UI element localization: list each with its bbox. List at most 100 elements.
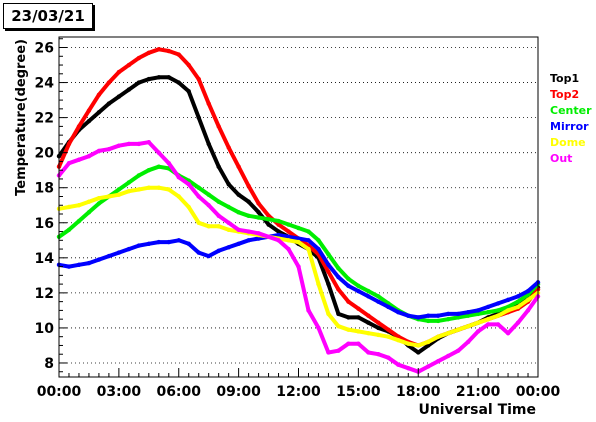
data-point [286,229,291,234]
data-point [336,274,341,280]
data-point [485,322,491,327]
data-point [445,311,451,317]
data-point [485,304,491,310]
data-point [76,203,82,208]
data-point [66,160,72,166]
data-point [76,157,82,162]
data-point [146,50,152,55]
data-point [156,239,161,245]
data-point [426,364,431,369]
data-point [136,80,142,85]
data-point [346,327,351,332]
data-point [166,160,171,166]
data-point [316,246,321,252]
data-point [96,110,102,115]
data-point [336,287,341,292]
data-point [186,62,191,68]
y-tick-label: 18 [35,181,54,197]
data-point [436,359,441,364]
legend-entry-mirror: Mirror [550,120,589,133]
data-point [276,229,281,234]
chart-title: 23/03/21 [3,3,93,29]
x-tick-label: 03:00 [97,384,142,400]
data-point [66,264,72,269]
data-point [475,311,481,317]
data-point [475,329,481,334]
data-point [66,141,72,147]
data-point [86,153,92,159]
data-point [515,320,521,325]
data-point [226,182,231,187]
data-point [206,192,211,197]
data-point [396,362,401,367]
data-point [196,185,201,190]
data-point [316,325,321,331]
data-point [156,47,161,52]
data-point [176,194,181,199]
data-point [206,253,211,259]
data-point [296,239,301,245]
data-point [416,350,421,355]
data-point [376,320,381,325]
data-point [366,350,371,355]
data-point [306,229,311,234]
data-point [485,316,491,322]
data-point [356,341,361,346]
data-point [206,224,211,229]
data-point [116,143,122,148]
data-point [436,318,441,324]
data-point [86,199,92,204]
data-point [116,94,122,99]
data-point [136,141,142,147]
data-point [495,308,501,313]
data-point [276,218,281,224]
data-point [406,313,411,318]
data-point [465,323,471,329]
data-point [136,243,142,248]
data-point [326,281,331,287]
data-point [216,248,221,254]
data-point [485,309,491,315]
x-tick-label: 12:00 [276,384,321,400]
x-axis: 00:00 03:00 06:00 09:00 12:00 15:00 18:00 21:00… [37,368,561,400]
data-point [126,246,132,252]
data-point [186,241,191,247]
data-point [525,288,531,294]
data-point [96,257,102,262]
data-point [495,313,501,318]
data-point [426,313,431,318]
x-tick-label: 15:00 [336,384,381,400]
data-point [156,150,161,155]
data-point [376,325,381,331]
data-point [96,92,102,98]
series-mirror [56,232,541,320]
data-point [186,204,191,210]
data-point [106,101,112,106]
data-point [346,276,351,282]
data-point [256,201,261,206]
data-point [156,185,161,190]
data-point [216,124,221,129]
data-point [146,76,152,82]
data-point [326,311,331,317]
data-point [445,316,451,322]
data-point [346,299,351,304]
data-point [525,308,531,313]
data-point [216,164,221,169]
data-point [346,341,351,346]
data-point [136,187,142,192]
data-point [166,239,171,245]
y-tick-label: 22 [35,111,54,127]
y-tick-label: 26 [35,41,54,57]
data-point [366,294,371,299]
data-point [146,185,152,190]
data-point [266,213,271,218]
series-layer [56,47,541,374]
y-tick-label: 20 [35,146,55,162]
data-point [236,164,241,169]
data-point [86,210,92,215]
data-point [386,304,391,310]
data-point [495,301,501,306]
data-point [505,330,511,336]
data-point [376,299,381,304]
